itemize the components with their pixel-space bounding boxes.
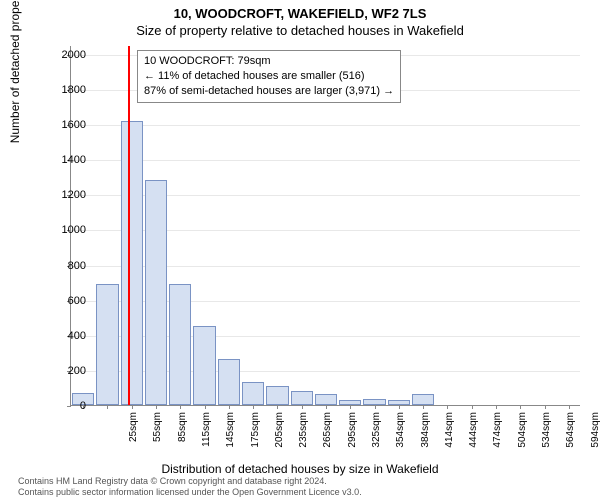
xtick-mark [520, 405, 521, 409]
xtick-mark [277, 405, 278, 409]
chart-container: 10, WOODCROFT, WAKEFIELD, WF2 7LS Size o… [0, 0, 600, 500]
xtick-mark [180, 405, 181, 409]
xtick-mark [375, 405, 376, 409]
xtick-label: 594sqm [590, 412, 600, 462]
xtick-mark [447, 405, 448, 409]
ytick-label: 1000 [36, 224, 86, 236]
bar [242, 382, 264, 405]
xtick-mark [107, 405, 108, 409]
xtick-label: 354sqm [395, 412, 406, 462]
xtick-label: 384sqm [420, 412, 431, 462]
annotation-line: 87% of semi-detached houses are larger (… [144, 84, 394, 99]
xtick-label: 504sqm [517, 412, 528, 462]
ytick-label: 1400 [36, 154, 86, 166]
bar [412, 394, 434, 405]
xtick-label: 414sqm [444, 412, 455, 462]
xtick-mark [156, 405, 157, 409]
xtick-mark [132, 405, 133, 409]
footer-line-1: Contains HM Land Registry data © Crown c… [18, 476, 362, 487]
bar [266, 386, 288, 405]
xtick-mark [229, 405, 230, 409]
annotation-line: 10 WOODCROFT: 79sqm [144, 54, 394, 69]
ytick-label: 200 [36, 365, 86, 377]
xtick-label: 474sqm [492, 412, 503, 462]
ytick-label: 800 [36, 260, 86, 272]
x-axis-label: Distribution of detached houses by size … [0, 462, 600, 476]
ytick-label: 2000 [36, 49, 86, 61]
xtick-mark [496, 405, 497, 409]
ytick-label: 400 [36, 330, 86, 342]
bar [193, 326, 215, 405]
ytick-label: 1600 [36, 119, 86, 131]
xtick-label: 564sqm [565, 412, 576, 462]
bar [291, 391, 313, 405]
bar [218, 359, 240, 405]
xtick-label: 295sqm [347, 412, 358, 462]
xtick-label: 265sqm [322, 412, 333, 462]
xtick-mark [326, 405, 327, 409]
xtick-mark [302, 405, 303, 409]
xtick-mark [350, 405, 351, 409]
bar [145, 180, 167, 405]
xtick-label: 205sqm [274, 412, 285, 462]
gridline [71, 160, 580, 161]
xtick-mark [205, 405, 206, 409]
gridline [71, 125, 580, 126]
xtick-label: 235sqm [298, 412, 309, 462]
xtick-mark [569, 405, 570, 409]
ytick-label: 0 [36, 400, 86, 412]
chart-title-main: 10, WOODCROFT, WAKEFIELD, WF2 7LS [0, 0, 600, 21]
xtick-mark [472, 405, 473, 409]
xtick-label: 55sqm [152, 412, 163, 462]
ytick-label: 600 [36, 295, 86, 307]
plot-area: 10 WOODCROFT: 79sqm← 11% of detached hou… [70, 46, 580, 406]
annotation-box: 10 WOODCROFT: 79sqm← 11% of detached hou… [137, 50, 401, 103]
xtick-label: 85sqm [177, 412, 188, 462]
xtick-mark [423, 405, 424, 409]
xtick-mark [545, 405, 546, 409]
bar [96, 284, 118, 405]
xtick-label: 534sqm [541, 412, 552, 462]
xtick-label: 145sqm [225, 412, 236, 462]
footer-line-2: Contains public sector information licen… [18, 487, 362, 498]
xtick-label: 444sqm [468, 412, 479, 462]
xtick-label: 175sqm [250, 412, 261, 462]
bar [315, 394, 337, 405]
xtick-mark [253, 405, 254, 409]
footer-attribution: Contains HM Land Registry data © Crown c… [18, 476, 362, 498]
xtick-label: 325sqm [371, 412, 382, 462]
ytick-label: 1800 [36, 84, 86, 96]
bar [121, 121, 143, 405]
xtick-label: 115sqm [201, 412, 212, 462]
ytick-label: 1200 [36, 189, 86, 201]
y-axis-label: Number of detached properties [8, 0, 22, 143]
bar [169, 284, 191, 405]
xtick-mark [399, 405, 400, 409]
annotation-line: ← 11% of detached houses are smaller (51… [144, 69, 394, 84]
xtick-label: 25sqm [128, 412, 139, 462]
reference-line [128, 46, 130, 405]
chart-title-sub: Size of property relative to detached ho… [0, 21, 600, 38]
